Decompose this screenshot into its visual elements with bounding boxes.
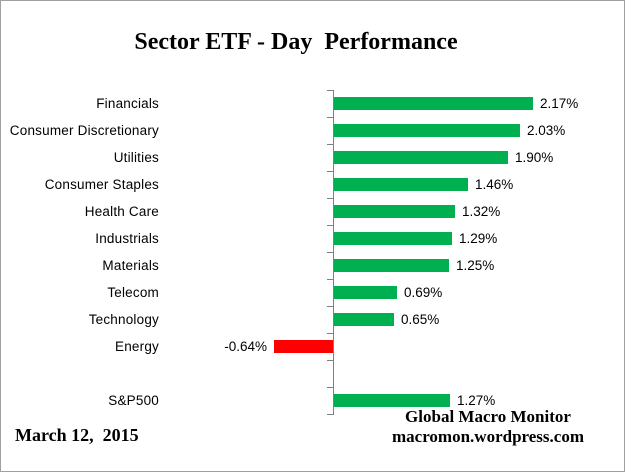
category-label: Technology [88,312,159,327]
axis-tick [327,225,334,226]
axis-tick [327,360,334,361]
value-label: 1.27% [457,393,496,408]
positive-bar [334,313,394,326]
positive-bar [334,205,455,218]
axis-tick [327,144,334,145]
positive-bar [334,178,468,191]
value-label: 1.32% [462,204,501,219]
value-label: 0.65% [401,312,440,327]
value-label: 1.46% [475,177,514,192]
category-label: Health Care [84,204,159,219]
category-label: Materials [102,258,159,273]
category-label: Energy [115,339,159,354]
brand-url: macromon.wordpress.com [391,427,584,446]
category-label: Telecom [107,285,159,300]
positive-bar [334,151,508,164]
chart-date: March 12, 2015 [15,425,139,445]
value-label: 0.69% [404,285,443,300]
positive-bar [334,97,533,110]
value-label: 1.29% [459,231,498,246]
positive-bar [334,394,450,407]
category-label: Utilities [113,150,159,165]
brand-attribution: Global Macro Monitor macromon.wordpress.… [363,407,613,447]
axis-tick [327,306,334,307]
axis-tick [327,171,334,172]
category-label: Consumer Staples [44,177,159,192]
category-label: S&P500 [108,393,159,408]
axis-tick [327,117,334,118]
value-label: 2.03% [527,123,566,138]
axis-tick [327,414,334,415]
axis-tick [327,333,334,334]
category-label: Financials [96,96,159,111]
value-label: 1.25% [456,258,495,273]
value-label: 2.17% [540,96,579,111]
category-label: Industrials [95,231,159,246]
axis-tick [327,387,334,388]
negative-bar [274,340,333,353]
positive-bar [334,286,397,299]
axis-tick [327,90,334,91]
axis-tick [327,279,334,280]
positive-bar [334,232,452,245]
category-label: Consumer Discretionary [9,123,159,138]
positive-bar [334,124,520,137]
category-label [1,360,159,387]
value-label: -0.64% [224,339,267,354]
chart-title: Sector ETF - Day Performance [134,29,458,55]
axis-tick [327,252,334,253]
positive-bar [334,259,449,272]
value-label: 1.90% [515,150,554,165]
brand-name: Global Macro Monitor [405,407,571,426]
axis-tick [327,198,334,199]
